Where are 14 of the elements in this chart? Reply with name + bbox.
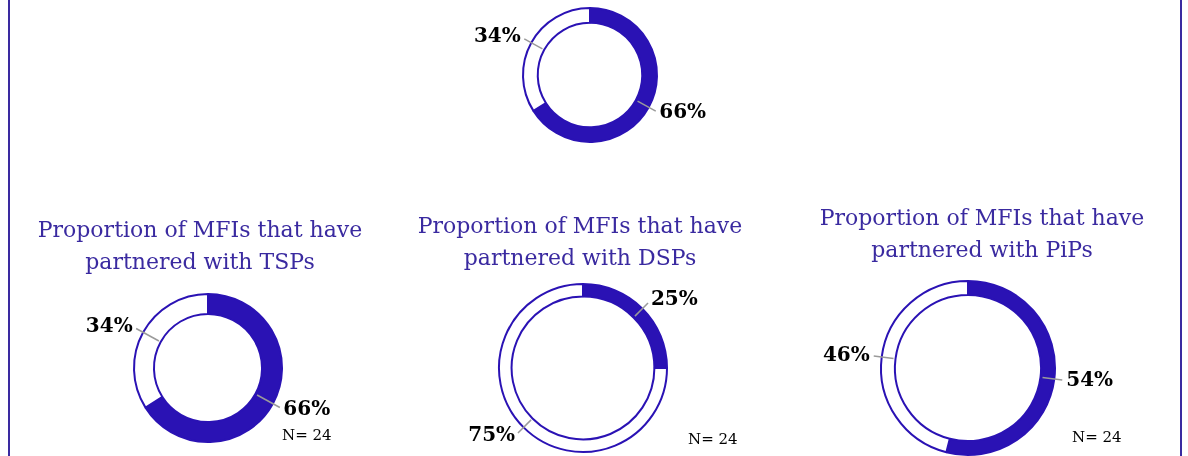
text: N= 24 xyxy=(688,430,738,448)
data-label: 25% xyxy=(650,286,698,311)
chart-title: Proportion of MFIs that have partnered with TSPs xyxy=(36,216,364,276)
data-label: 54% xyxy=(1066,366,1114,391)
data-label: 46% xyxy=(822,341,870,366)
data-label: 34% xyxy=(473,23,521,48)
chart-title: Proportion of MFIs that have partnered with DSPs xyxy=(416,212,744,272)
text: N= 24 xyxy=(1072,428,1122,446)
text: N= 24 xyxy=(282,426,332,444)
data-label: 75% xyxy=(468,422,516,447)
data-label: 66% xyxy=(283,395,331,420)
chart-title: Proportion of MFIs that have partnered with PiPs xyxy=(818,204,1146,264)
data-label: 66% xyxy=(659,99,707,124)
data-label: 34% xyxy=(85,312,133,337)
